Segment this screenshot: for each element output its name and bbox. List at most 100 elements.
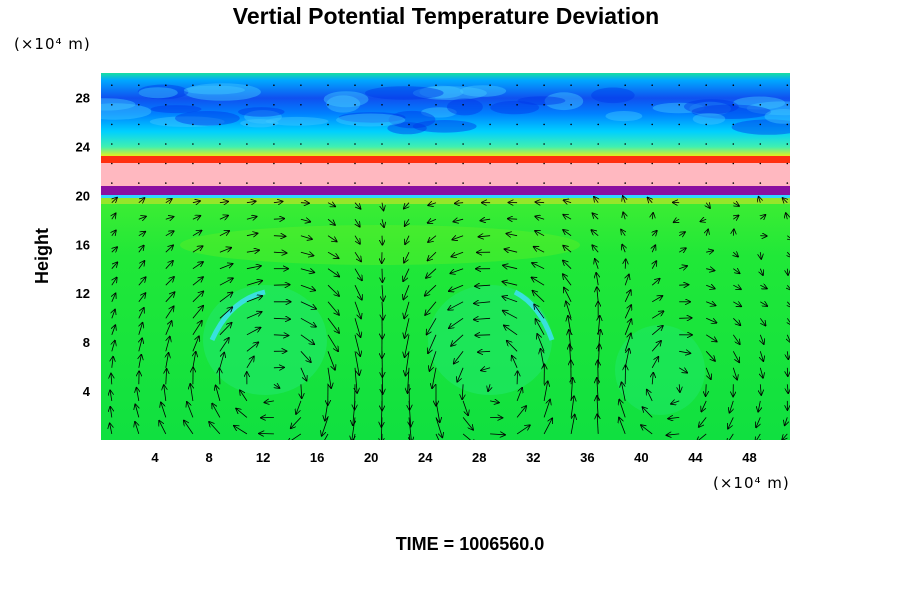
small-vector-dot bbox=[624, 162, 626, 165]
velocity-arrow bbox=[273, 236, 285, 237]
velocity-arrow bbox=[301, 384, 302, 398]
small-vector-dot bbox=[786, 123, 789, 126]
velocity-arrow bbox=[273, 219, 284, 220]
velocity-arrow bbox=[190, 384, 193, 401]
velocity-arrow bbox=[621, 230, 625, 236]
texture-blob bbox=[591, 87, 635, 104]
velocity-arrow bbox=[138, 198, 145, 203]
small-vector-dot bbox=[786, 104, 789, 106]
velocity-arrow bbox=[219, 278, 233, 286]
small-vector-dot bbox=[624, 143, 626, 145]
velocity-arrow bbox=[273, 285, 290, 286]
velocity-arrow bbox=[193, 352, 196, 368]
y-tick-label: 8 bbox=[83, 335, 90, 350]
small-vector-dot bbox=[678, 162, 680, 165]
small-vector-dot bbox=[759, 182, 762, 184]
velocity-arrow bbox=[428, 219, 437, 223]
small-vector-dot bbox=[219, 143, 221, 145]
small-vector-dot bbox=[354, 182, 356, 184]
velocity-arrow bbox=[165, 217, 174, 220]
small-vector-dot bbox=[705, 123, 707, 126]
velocity-arrow bbox=[678, 248, 686, 252]
small-vector-dot bbox=[462, 182, 464, 184]
small-vector-dot bbox=[408, 123, 410, 126]
velocity-arrow bbox=[571, 396, 574, 418]
small-vector-dot bbox=[327, 143, 329, 145]
texture-blob bbox=[387, 122, 427, 135]
velocity-arrow bbox=[787, 236, 790, 240]
velocity-arrow bbox=[787, 302, 790, 307]
velocity-arrow bbox=[597, 378, 598, 401]
velocity-arrow bbox=[758, 400, 760, 412]
small-vector-dot bbox=[354, 162, 356, 165]
small-vector-dot bbox=[489, 123, 491, 126]
velocity-arrow bbox=[782, 433, 787, 440]
velocity-arrow bbox=[597, 396, 598, 418]
velocity-arrow bbox=[563, 246, 572, 253]
velocity-arrow bbox=[503, 297, 518, 303]
velocity-arrow bbox=[137, 388, 139, 401]
velocity-arrow bbox=[324, 433, 329, 440]
velocity-arrow bbox=[291, 417, 302, 428]
warm-tongue bbox=[180, 225, 580, 265]
small-vector-dot bbox=[273, 162, 275, 165]
texture-blob bbox=[101, 103, 152, 120]
velocity-arrow bbox=[166, 353, 169, 368]
velocity-arrow bbox=[697, 433, 707, 440]
velocity-arrow bbox=[651, 357, 658, 368]
texture-blob bbox=[265, 116, 329, 126]
velocity-arrow bbox=[787, 367, 788, 376]
texture-blob bbox=[691, 104, 771, 120]
velocity-arrow bbox=[405, 235, 409, 244]
upper-field bbox=[101, 73, 790, 163]
velocity-arrow bbox=[138, 277, 146, 286]
velocity-arrow bbox=[354, 202, 361, 209]
small-vector-dot bbox=[543, 162, 545, 165]
small-vector-dot bbox=[597, 162, 599, 165]
velocity-arrow bbox=[354, 268, 362, 281]
small-vector-dot bbox=[381, 123, 383, 126]
velocity-arrow bbox=[432, 367, 437, 388]
velocity-arrow bbox=[246, 328, 261, 336]
small-vector-dot bbox=[435, 143, 437, 145]
small-vector-dot bbox=[300, 104, 302, 106]
small-vector-dot bbox=[651, 104, 653, 106]
velocity-arrow bbox=[622, 382, 626, 401]
velocity-arrow bbox=[679, 266, 687, 269]
velocity-arrow bbox=[454, 351, 464, 363]
velocity-arrow bbox=[462, 384, 463, 399]
velocity-arrow bbox=[165, 277, 174, 286]
texture-blob bbox=[652, 102, 705, 114]
velocity-vectors bbox=[110, 84, 790, 440]
velocity-arrow bbox=[594, 197, 598, 203]
velocity-arrow bbox=[705, 367, 711, 379]
velocity-arrow bbox=[760, 252, 761, 259]
small-vector-dot bbox=[408, 84, 410, 86]
velocity-arrow bbox=[571, 378, 573, 401]
velocity-arrow bbox=[246, 281, 262, 286]
velocity-arrow bbox=[760, 367, 763, 378]
x-tick-label: 8 bbox=[205, 450, 212, 465]
velocity-arrow bbox=[507, 234, 518, 236]
velocity-arrow bbox=[759, 197, 761, 203]
small-vector-dot bbox=[381, 104, 383, 106]
velocity-arrow bbox=[300, 219, 310, 222]
velocity-arrow bbox=[246, 357, 254, 369]
velocity-arrow bbox=[192, 277, 203, 286]
texture-blob bbox=[138, 87, 178, 99]
x-tick-label: 44 bbox=[688, 450, 703, 465]
velocity-arrow bbox=[192, 201, 200, 203]
texture-blob bbox=[326, 95, 361, 113]
velocity-arrow bbox=[300, 236, 312, 239]
velocity-arrow bbox=[732, 334, 739, 344]
small-vector-dot bbox=[300, 123, 302, 126]
small-vector-dot bbox=[705, 143, 707, 145]
small-vector-dot bbox=[246, 123, 248, 126]
small-vector-dot bbox=[543, 104, 545, 106]
velocity-arrow bbox=[563, 274, 572, 286]
velocity-arrow bbox=[623, 196, 625, 203]
velocity-arrow bbox=[760, 285, 767, 288]
velocity-arrow bbox=[652, 213, 653, 220]
velocity-arrow bbox=[733, 285, 741, 289]
texture-blob bbox=[137, 84, 189, 100]
